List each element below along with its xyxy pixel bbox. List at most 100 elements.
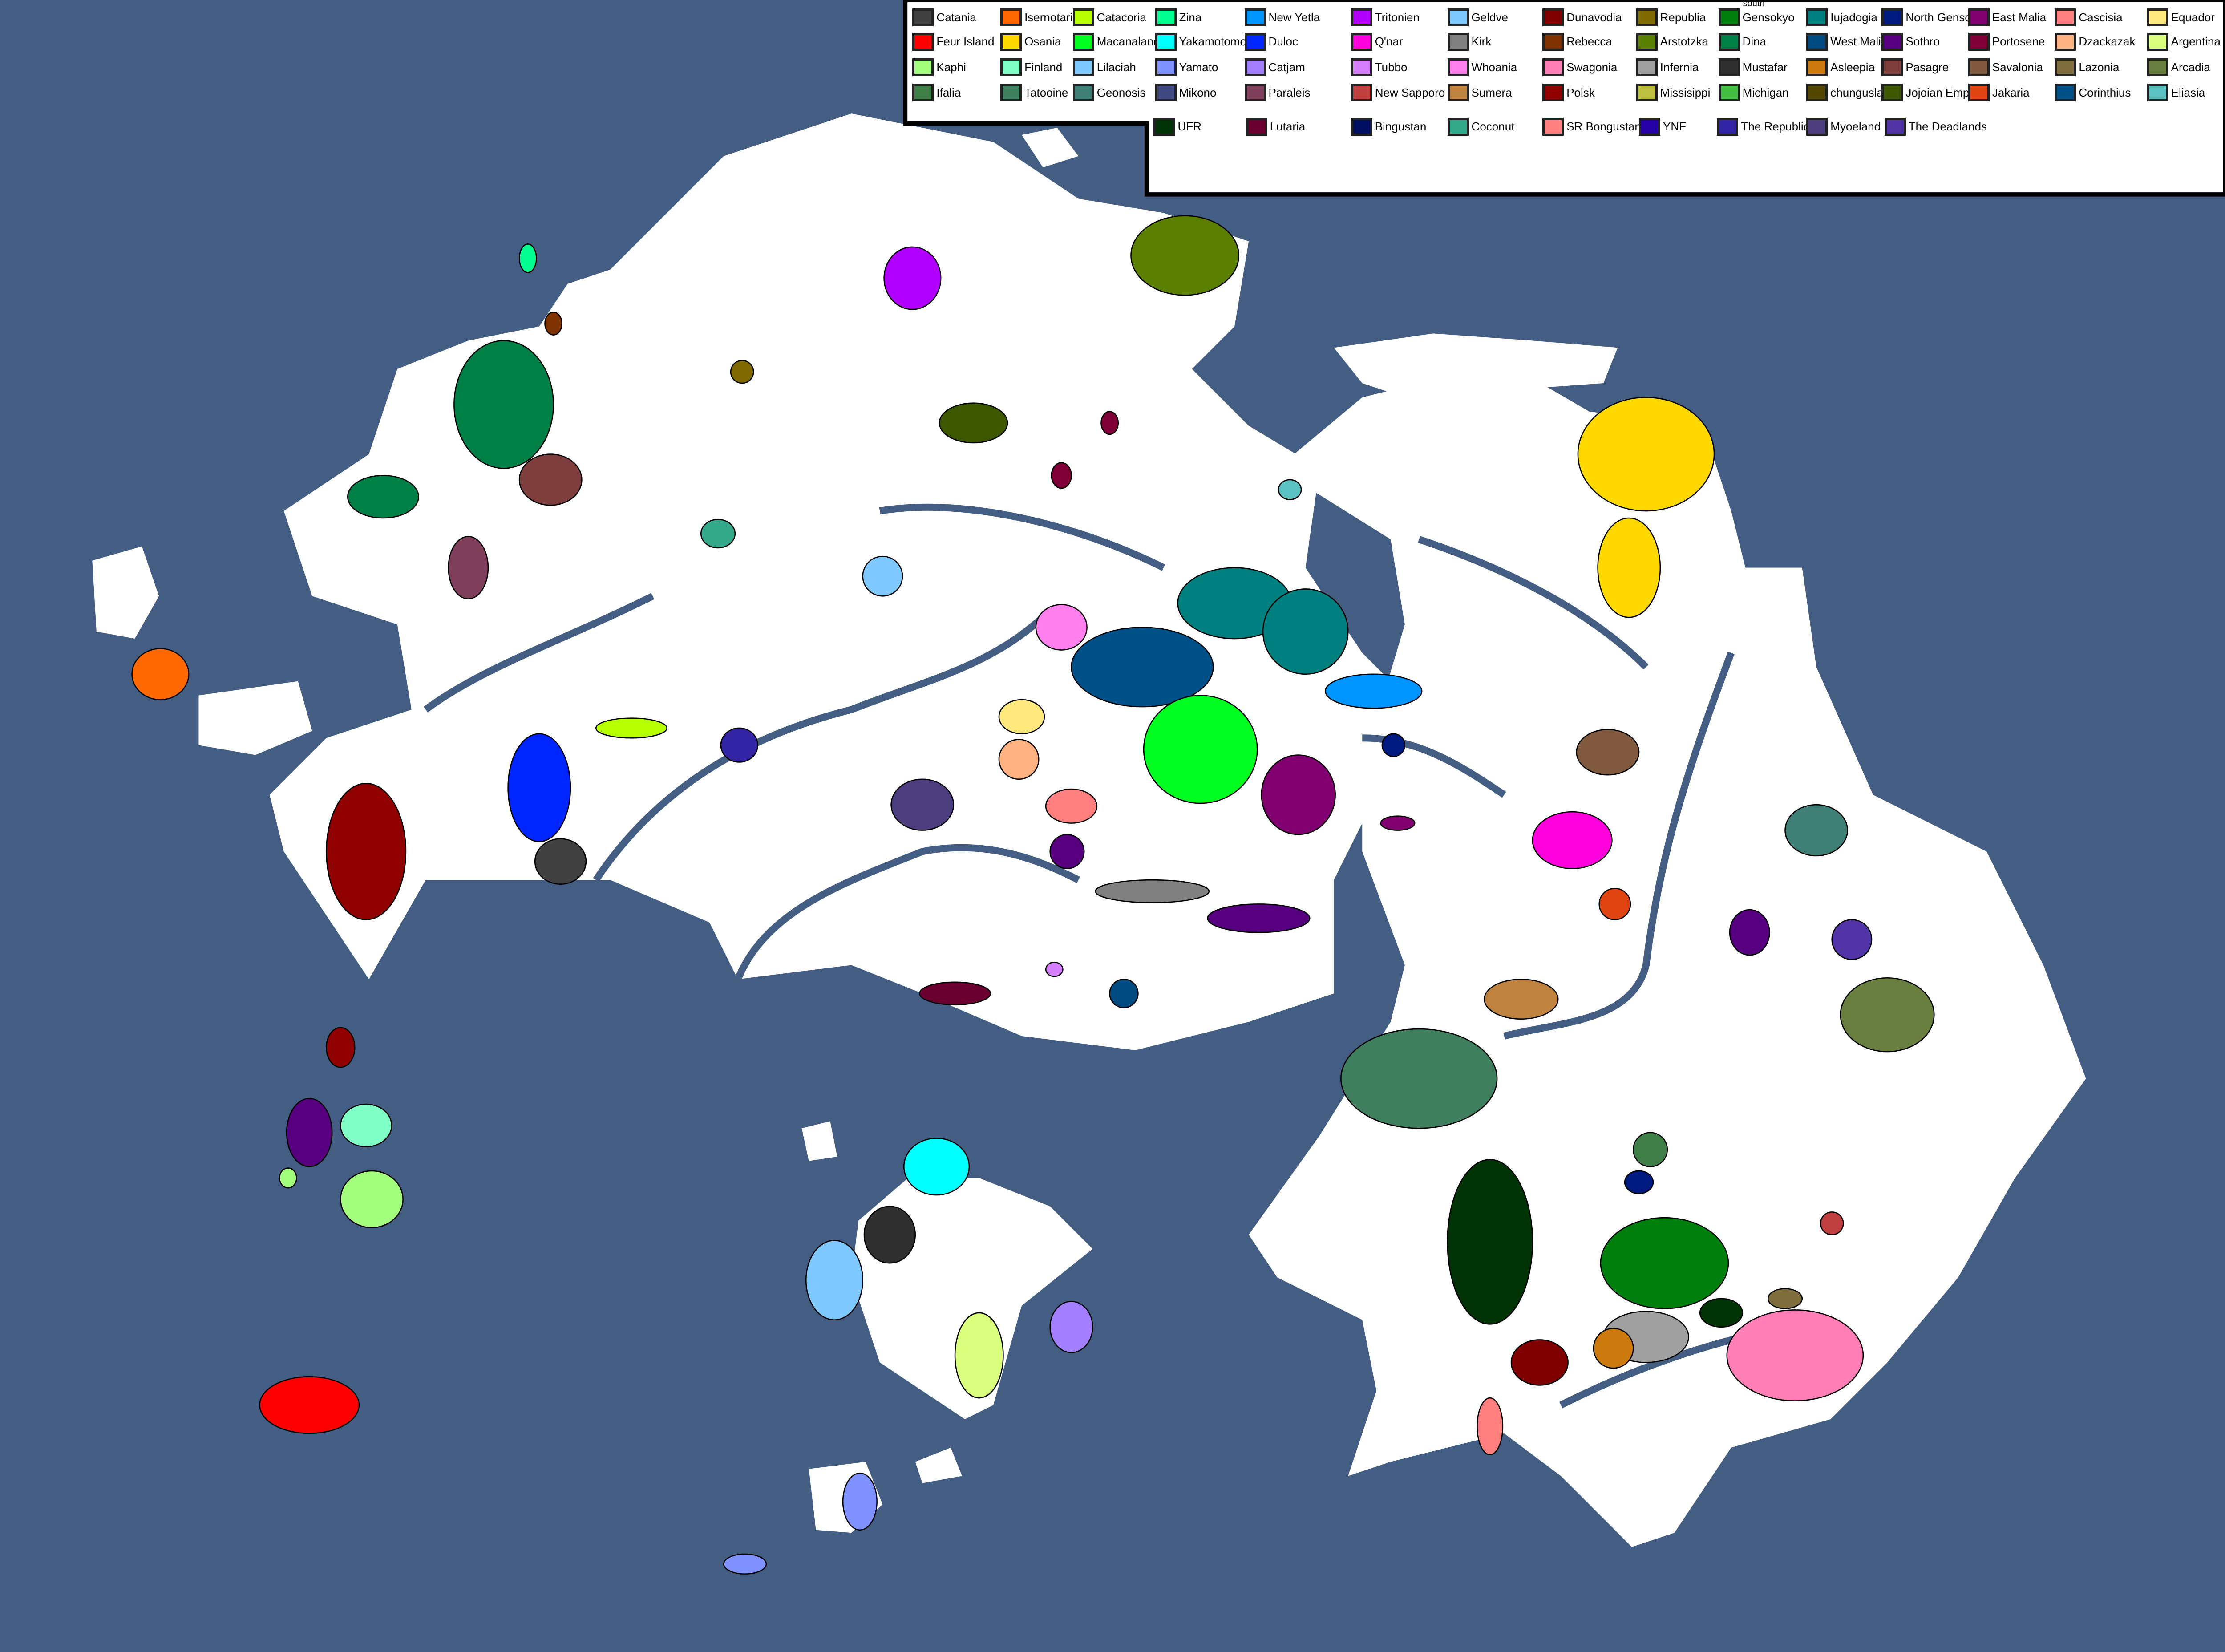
territory-ufr <box>1699 1298 1744 1328</box>
western-island-1 <box>92 546 159 639</box>
legend-swatch <box>1072 84 1094 102</box>
territory-kaphi <box>279 1167 297 1189</box>
territory-duloc <box>507 733 571 842</box>
legend-item: Whoania <box>1447 58 1517 77</box>
legend-item: Missisippi <box>1636 84 1710 102</box>
legend-swatch <box>2055 84 2076 102</box>
legend-label: Myoeland <box>1830 120 1881 134</box>
legend-item: Dina <box>1718 32 1766 51</box>
legend-item: Lilaciah <box>1072 58 1136 77</box>
territory-portosene <box>1100 411 1119 435</box>
legend-swatch <box>1447 32 1469 51</box>
legend-label: Lutaria <box>1270 120 1306 134</box>
territory-north-gensokyo <box>1624 1170 1654 1194</box>
territory-polsk <box>326 1027 356 1068</box>
legend-swatch <box>1072 58 1094 77</box>
territory-dina <box>347 475 419 519</box>
legend-label: Kirk <box>1471 35 1492 49</box>
legend-label: Geonosis <box>1096 85 1146 99</box>
legend-item: Dzackazak <box>2055 32 2136 51</box>
legend-item: Infernia <box>1636 58 1699 77</box>
rivers <box>423 503 1831 1409</box>
legend-label: Gensokyo <box>1742 10 1795 24</box>
legend-item: Jojoian Empire <box>1881 84 1982 102</box>
legend-label: Zina <box>1179 10 1202 24</box>
legend-label: Dunavodia <box>1566 10 1622 24</box>
legend-item: New Yetla <box>1244 8 1320 27</box>
legend-item: Corinthius <box>2055 84 2131 102</box>
legend-item: Asleepia <box>1806 58 1875 77</box>
legend-item: Feur Island <box>912 32 994 51</box>
legend-item: Iujadogia <box>1806 8 1877 27</box>
legend-item: YNF <box>1639 117 1687 136</box>
legend-item: Republia <box>1636 8 1706 27</box>
legend-item: Mikono <box>1155 84 1216 102</box>
legend-item: Arcadia <box>2147 58 2210 77</box>
territory-ufr <box>1447 1159 1533 1325</box>
territory-osania <box>1577 397 1715 512</box>
legend-swatch <box>1351 32 1372 51</box>
territory-eliasia <box>1278 479 1302 500</box>
legend-item: Argentina <box>2147 32 2221 51</box>
legend-swatch <box>1806 58 1828 77</box>
territory-sothro <box>286 1098 333 1167</box>
legend-item: Pasagre <box>1881 58 1949 77</box>
legend-swatch <box>1806 8 1828 27</box>
legend-swatch <box>2147 58 2168 77</box>
legend-item: Isernotaria <box>1000 8 1079 27</box>
legend-item: Dunavodia <box>1542 8 1622 27</box>
legend-item: Finland <box>1000 58 1063 77</box>
north-islet <box>1021 128 1079 168</box>
legend-swatch <box>1717 117 1739 136</box>
territory-dunavodia <box>1510 1339 1569 1386</box>
territory-asleepia <box>1593 1328 1634 1369</box>
legend-swatch <box>1542 117 1564 136</box>
legend-swatch <box>2147 84 2168 102</box>
legend-item: Equador <box>2147 8 2215 27</box>
legend-label: Arcadia <box>2171 60 2210 74</box>
legend-swatch <box>1072 32 1094 51</box>
legend-label: UFR <box>1177 120 1202 134</box>
legend-swatch <box>1244 8 1266 27</box>
legend-swatch <box>1806 117 1828 136</box>
territory-kirk <box>1095 879 1210 903</box>
legend-label: YNF <box>1663 120 1687 134</box>
legend-swatch <box>1636 84 1658 102</box>
legend-swatch <box>1447 58 1469 77</box>
legend-swatch <box>1968 84 1990 102</box>
territory-jojoian-empire <box>939 402 1008 444</box>
territory-macanaland <box>1143 695 1258 804</box>
territory-sothro <box>1049 834 1085 869</box>
legend-item: Swagonia <box>1542 58 1617 77</box>
legend-swatch <box>1000 8 1022 27</box>
legend-swatch <box>1542 8 1564 27</box>
legend-item: SR Bongustan <box>1542 117 1641 136</box>
legend-label: East Malia <box>1992 10 2047 24</box>
territory-the-deadlands <box>1831 919 1873 960</box>
legend-swatch <box>1153 117 1175 136</box>
territory-east-malia <box>1380 815 1416 831</box>
legend-item: Catacoria <box>1072 8 1146 27</box>
territory-geonosis <box>1784 804 1849 857</box>
legend-swatch <box>1246 117 1267 136</box>
legend-swatch <box>1968 32 1990 51</box>
legend-label: Finland <box>1024 60 1063 74</box>
territory-sothro <box>1729 909 1770 956</box>
legend-label: Paraleis <box>1268 85 1311 99</box>
territory-dzackazak <box>998 739 1040 780</box>
legend-item: Catjam <box>1244 58 1305 77</box>
legend-item: Ifalia <box>912 84 961 102</box>
territory-the-republic <box>720 727 759 763</box>
legend-item: Osania <box>1000 32 1061 51</box>
legend-item: Zina <box>1155 8 1202 27</box>
legend-label: Tubbo <box>1375 60 1408 74</box>
legend-swatch <box>1639 117 1661 136</box>
legend-item: Macanaland <box>1072 32 1160 51</box>
territory-north-gensokyo <box>1381 733 1406 757</box>
territory-catacoria <box>595 717 668 739</box>
legend-swatch <box>912 32 934 51</box>
legend-item: Jakaria <box>1968 84 2030 102</box>
legend-label: Sumera <box>1471 85 1512 99</box>
legend-swatch <box>912 58 934 77</box>
legend-label: New Sapporo <box>1375 85 1445 99</box>
